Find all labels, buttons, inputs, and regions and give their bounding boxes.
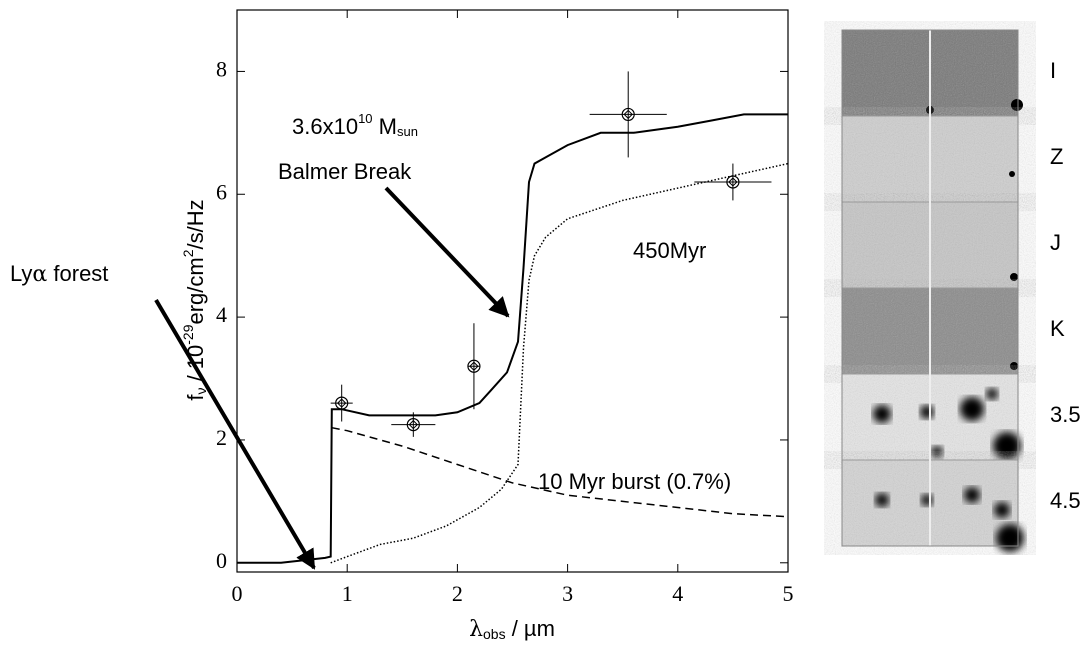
source — [921, 494, 933, 506]
balmer-annotation: Balmer Break — [278, 159, 412, 184]
photometry-point — [408, 419, 419, 430]
arrow — [384, 186, 510, 318]
x-tick-label: 5 — [783, 581, 794, 606]
lya-annotation: Lyα forest — [10, 261, 108, 287]
source — [996, 524, 1024, 552]
photometry-point — [623, 109, 633, 120]
y-tick-label: 0 — [216, 548, 227, 573]
y-tick-label: 4 — [216, 302, 227, 327]
band-label: Z — [1050, 144, 1063, 169]
source — [960, 397, 984, 421]
band-label: I — [1050, 58, 1056, 83]
y-axis-label: fν / 10-29erg/cm2/s/Hz — [180, 199, 209, 400]
series-label: 450Myr — [633, 238, 706, 263]
source — [920, 405, 934, 419]
x-tick-label: 0 — [232, 581, 243, 606]
x-axis-label: λobs / µm — [469, 616, 555, 642]
source — [1011, 99, 1023, 111]
y-tick-label: 8 — [216, 56, 227, 81]
band-label: 3.5 — [1050, 402, 1081, 427]
plot-area: 0 1 2 3 4 5 0 2 4 6 8 450Myr 10 Myr burst (0.7%) — [216, 10, 794, 606]
photometry-point — [728, 177, 738, 187]
y-tick-label: 6 — [216, 179, 227, 204]
source — [964, 487, 980, 503]
source — [994, 502, 1010, 518]
band-label: J — [1050, 230, 1061, 255]
photometry-point — [469, 361, 479, 371]
source — [873, 405, 891, 423]
source — [931, 446, 943, 458]
series-label: 10 Myr burst (0.7%) — [538, 469, 731, 494]
photometry-point — [406, 417, 420, 432]
plot-frame — [236, 9, 789, 573]
photometry-point — [467, 359, 481, 373]
source — [1010, 273, 1018, 281]
spectrum-line — [237, 113, 788, 564]
cutout-frame — [841, 29, 1019, 547]
arrow — [154, 298, 316, 570]
band-label: 4.5 — [1050, 488, 1081, 513]
x-tick-label: 4 — [672, 581, 683, 606]
source — [993, 432, 1021, 460]
photometry-point — [726, 175, 740, 189]
photometry-point — [336, 398, 347, 408]
y-tick-label: 2 — [216, 425, 227, 450]
spectrum-line — [330, 162, 789, 564]
photometry-point — [335, 396, 349, 410]
spectrum-line — [331, 426, 789, 518]
x-tick-label: 1 — [342, 581, 353, 606]
x-tick-label: 3 — [562, 581, 573, 606]
x-tick-label: 2 — [452, 581, 463, 606]
source — [986, 388, 998, 400]
cutouts: I Z J K 3.5 4.5 — [841, 29, 1081, 552]
photometry-point — [621, 107, 635, 122]
source — [1010, 362, 1018, 370]
band-label: K — [1050, 316, 1065, 341]
source — [875, 493, 889, 507]
source — [1009, 171, 1015, 177]
mass-annotation: 3.6x1010 Msun — [292, 111, 418, 139]
